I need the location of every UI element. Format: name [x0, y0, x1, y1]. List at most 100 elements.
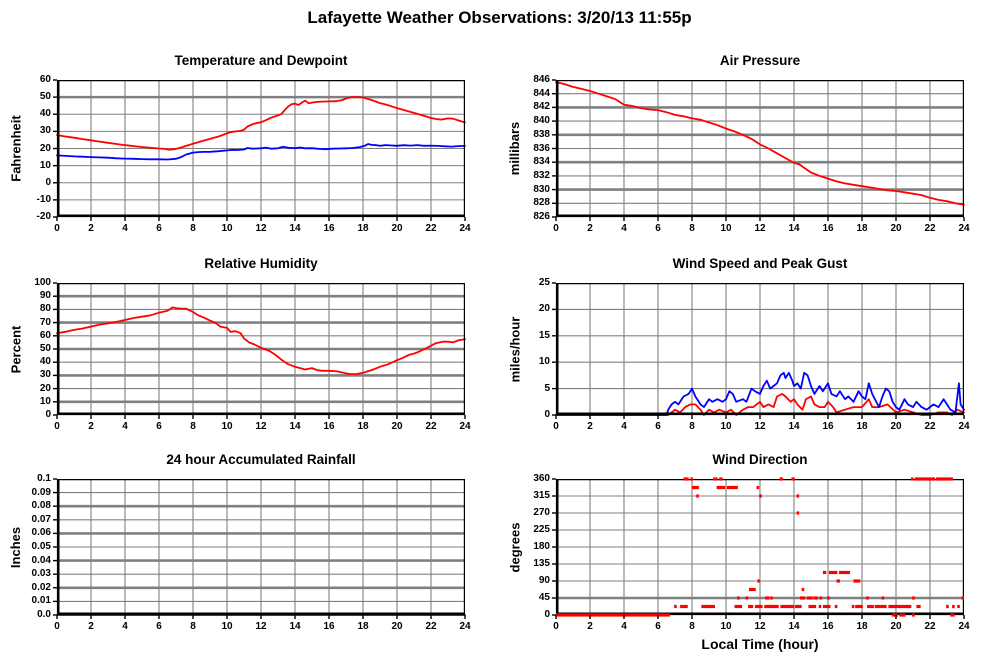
x-tick-label: 18	[357, 421, 369, 432]
y-tick-labels: 100 90 80 70 60 50 40 30 20 10 0	[7, 277, 51, 420]
x-tick-label: 18	[856, 223, 868, 234]
wind-direction-marker	[866, 596, 869, 600]
wind-direction-marker	[834, 604, 838, 609]
wind-direction-marker	[946, 604, 949, 609]
series-temperature-line	[56, 96, 466, 151]
y-tick-label: 842	[533, 101, 550, 113]
wind-direction-marker	[855, 604, 863, 609]
x-tick-label: 16	[323, 223, 335, 234]
wind-direction-marker	[912, 613, 915, 617]
x-tick-label: 20	[391, 621, 403, 632]
x-tick-label: 6	[156, 223, 162, 234]
wind-direction-marker	[808, 604, 817, 609]
y-tick-label: 20	[538, 303, 550, 315]
x-tick-label: 2	[587, 621, 593, 632]
wind-direction-marker	[881, 596, 885, 600]
x-tick-label: 8	[190, 421, 196, 432]
plot-svg	[53, 478, 466, 619]
y-tick-labels: 25 20 15 10 5 0	[506, 277, 550, 420]
wind-direction-marker	[950, 613, 955, 617]
y-tick-label: 50	[39, 343, 51, 354]
chart-title: Temperature and Dewpoint	[174, 53, 348, 68]
x-tick-label: 8	[190, 621, 196, 632]
y-tick-label: 40	[39, 108, 51, 120]
x-tick-label: 24	[958, 223, 970, 234]
wind-direction-marker	[757, 579, 761, 583]
x-tick-label: 24	[459, 621, 471, 632]
y-tick-label: 80	[39, 303, 51, 315]
x-tick-label: 0	[54, 421, 60, 432]
y-tick-label: 40	[39, 356, 51, 368]
chart-title: Wind Direction	[712, 452, 808, 467]
chart-title: 24 hour Accumulated Rainfall	[166, 452, 356, 467]
x-tick-label: 0	[54, 621, 60, 632]
x-tick-label: 14	[788, 421, 800, 432]
wind-direction-marker	[780, 604, 794, 609]
wind-direction-marker	[867, 604, 874, 609]
wind-direction-marker	[719, 477, 723, 481]
wind-speed-gust-chart: Wind Speed and Peak Gust miles/hour 25 20…	[508, 256, 970, 432]
x-tick-label: 12	[754, 421, 766, 432]
x-tick-label: 24	[459, 223, 471, 234]
x-axis-label: Local Time (hour)	[701, 636, 819, 652]
y-tick-labels: 846 844 842 840 838 836 834 832 830 828 826	[506, 74, 550, 222]
wind-direction-marker	[914, 477, 936, 481]
wind-direction-marker	[827, 596, 830, 600]
y-tick-label: 834	[533, 156, 550, 168]
y-tick-label: 0.06	[31, 527, 51, 539]
wind-direction-marker	[891, 613, 898, 617]
y-tick-label: 10	[39, 395, 51, 407]
x-tick-label: 14	[289, 621, 301, 632]
y-tick-label: 90	[39, 290, 51, 302]
wind-direction-marker	[912, 596, 915, 600]
y-tick-label: 20	[39, 142, 51, 154]
y-tick-label: 225	[533, 524, 550, 535]
wind-direction-marker	[764, 604, 779, 609]
x-tick-label: 8	[689, 621, 695, 632]
y-tick-label: 5	[544, 382, 550, 394]
x-tick-label: 20	[391, 421, 403, 432]
wind-direction-marker	[716, 485, 726, 490]
y-tick-label: 30	[39, 369, 51, 381]
wind-direction-marker	[822, 604, 831, 609]
x-tick-label: 2	[88, 621, 94, 632]
y-tick-label: 830	[533, 183, 550, 195]
x-tick-label: 0	[553, 223, 559, 234]
y-tick-label: 10	[39, 159, 51, 171]
y-tick-label: -10	[36, 193, 51, 205]
x-tick-label: 14	[788, 621, 800, 632]
y-tick-label: 846	[533, 74, 550, 85]
wind-direction-marker	[692, 485, 699, 490]
y-tick-label: 0.01	[31, 595, 51, 607]
wind-direction-marker	[818, 604, 822, 609]
x-tick-label: 6	[655, 223, 661, 234]
y-tick-label: 832	[533, 169, 550, 181]
wind-direction-marker	[801, 587, 805, 592]
x-tick-label: 6	[156, 421, 162, 432]
y-tick-label: 0.08	[31, 500, 51, 512]
y-tick-label: 315	[533, 490, 550, 501]
y-tick-label: 100	[34, 277, 51, 288]
page-title: Lafayette Weather Observations: 3/20/13 …	[307, 8, 692, 27]
wind-direction-marker	[745, 596, 749, 600]
y-tick-label: 180	[533, 541, 550, 552]
y-tick-label: 0.09	[31, 486, 51, 498]
wind-direction-marker	[690, 477, 693, 481]
wind-direction-marker	[796, 511, 800, 515]
plot-svg	[552, 477, 965, 619]
wind-direction-marker	[726, 485, 738, 490]
x-tick-label: 2	[88, 223, 94, 234]
wind-direction-marker	[701, 604, 715, 609]
x-tick-label: 18	[856, 621, 868, 632]
x-tick-label: 6	[655, 421, 661, 432]
wind-direction-marker	[819, 596, 823, 600]
air-pressure-chart: Air Pressure millibars 846 844 842 840 838 83…	[508, 53, 970, 234]
temperature-dewpoint-chart: Temperature and Dewpoint Fahrenheit 60 50…	[9, 53, 471, 234]
x-tick-label: 22	[425, 421, 437, 432]
x-tick-label: 18	[357, 621, 369, 632]
x-tick-label: 6	[655, 621, 661, 632]
wind-direction-chart: Wind Direction degrees 360 315 270 225 180 13…	[508, 452, 970, 652]
plot-svg	[552, 282, 965, 419]
x-tick-label: 4	[122, 621, 128, 632]
chart-title: Air Pressure	[719, 53, 801, 68]
